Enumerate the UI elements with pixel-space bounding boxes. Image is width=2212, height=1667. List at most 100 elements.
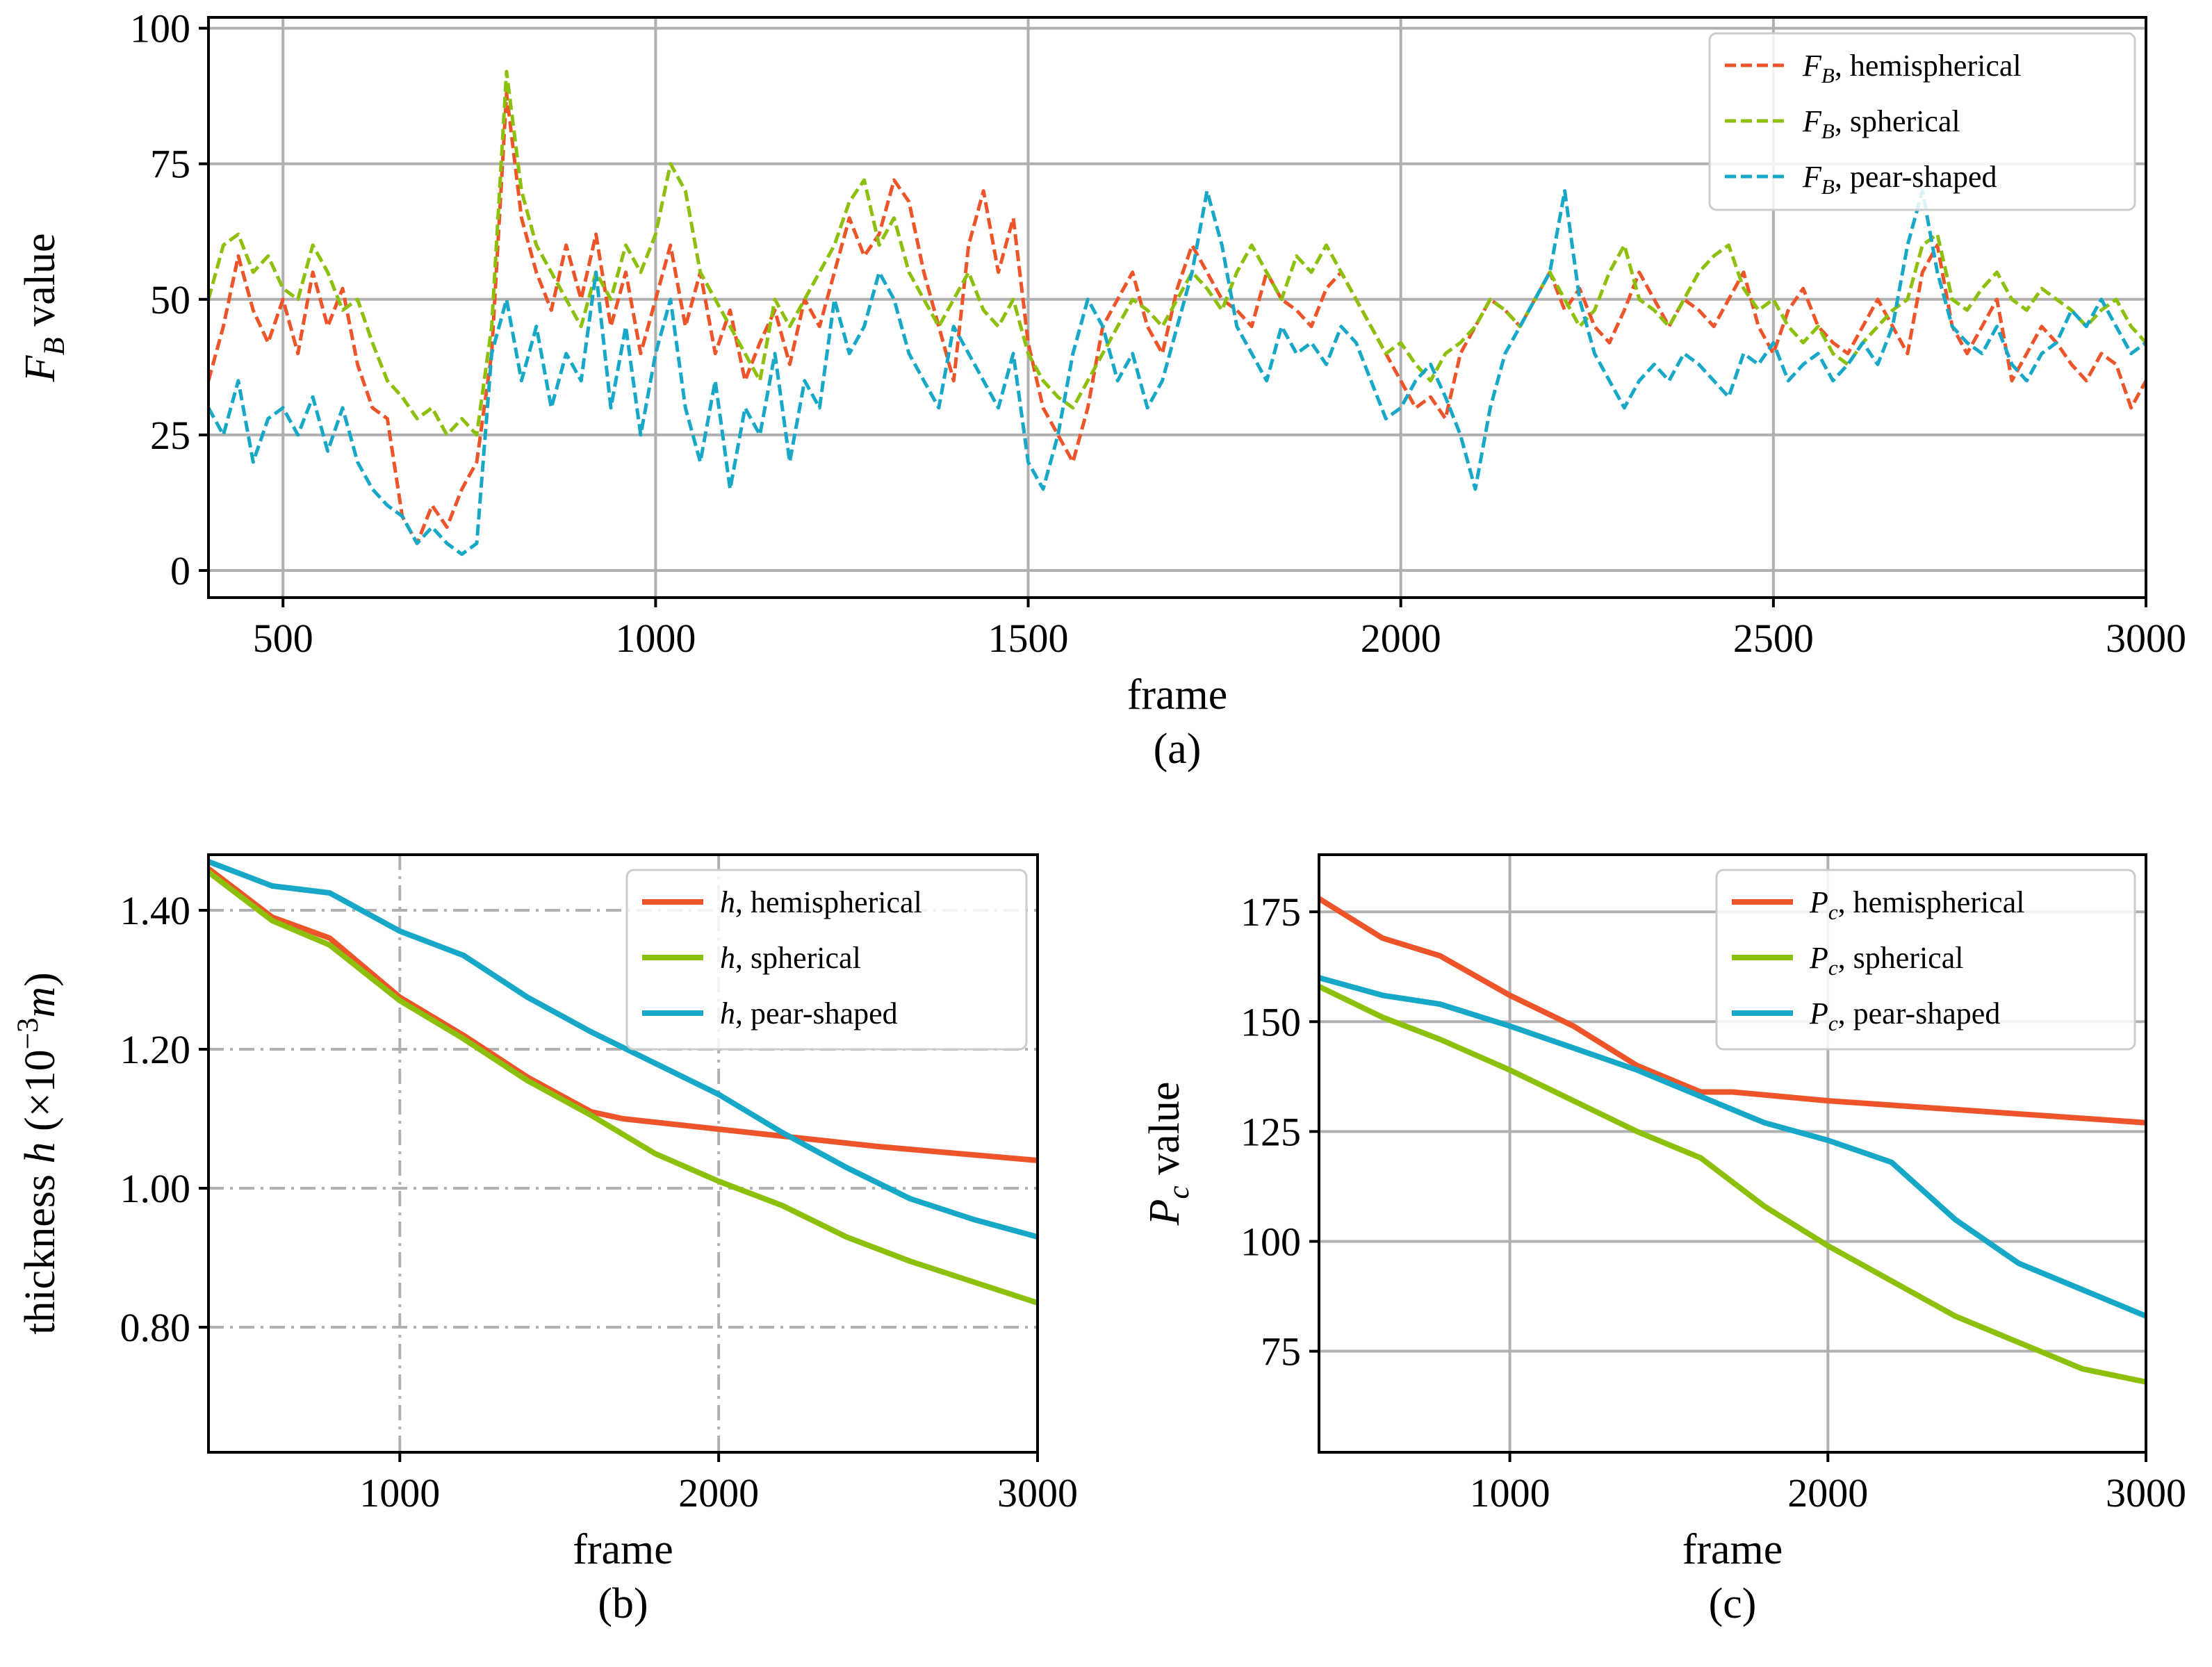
label-text: value [1141,1082,1188,1186]
legend-box [1715,869,2136,1051]
y-tick-label: 0 [170,548,190,593]
label-symbol: h [720,996,735,1030]
label-subscript: B [1821,174,1835,199]
y-tick-label: 150 [1240,999,1301,1044]
label-text: , hemispherical [1835,49,2022,83]
panel-a-series [208,69,2146,557]
series-line-1 [208,866,1038,1163]
y-tick-label: 0.80 [120,1305,191,1350]
legend-entry-3: FB​, pear-shaped [1802,160,1997,199]
label-text: ) [17,972,64,987]
label-symbol: F [1802,104,1822,138]
label-symbol: P [1809,941,1828,975]
legend-entry-1: h, hemispherical [720,885,922,919]
series-line-2 [1319,984,2146,1385]
y-tick-label: 1.00 [120,1166,191,1211]
label-subscript: B [1821,119,1835,143]
x-tick-label: 1500 [988,616,1069,661]
label-symbol: P [1809,996,1828,1030]
y-tick-label: 1.40 [120,888,191,933]
label-symbol: h [17,1142,64,1164]
panel-b-y-axis-label: thickness h (×10−3​m) [12,972,64,1335]
x-tick-label: 2000 [1361,616,1441,661]
panel-a-x-axis-label: frame [1127,671,1228,718]
label-exponent: −3 [12,1018,44,1050]
label-subscript: c [1828,955,1838,980]
legend-box [1708,32,2136,211]
label-text: (×10 [17,1049,64,1142]
label-symbol: P [1809,885,1828,919]
label-text: , hemispherical [735,885,922,919]
x-tick-label: 1000 [1470,1470,1550,1516]
label-subscript: B [38,337,71,355]
legend-entry-3: Pc​, pear-shaped [1809,996,2000,1035]
label-symbol: F [1802,49,1822,83]
series-line-3 [208,859,1038,1240]
legend-entry-2: FB​, spherical [1802,104,1960,143]
label-text: value [17,233,64,338]
label-symbol: h [720,941,735,975]
panel-b-x-axis-label: frame [573,1526,673,1573]
panel-c-legend: Pc​, hemispherical Pc​, spherical Pc​, pea… [1715,869,2136,1051]
legend-entry-2: Pc​, spherical [1809,941,1963,980]
panel-b-caption: (b) [598,1580,648,1627]
label-unit: m [17,987,64,1018]
label-subscript: c [1828,1011,1838,1035]
label-text: , spherical [1838,941,1964,975]
panel-c-y-axis-label: Pc​ value [1141,1082,1195,1226]
series-line-2 [208,869,1038,1306]
legend-entry-3: h, pear-shaped [720,996,898,1030]
series-line-3 [208,189,2146,557]
panel-b-series [208,859,1038,1306]
label-symbol: F [17,354,64,382]
panel-b: 1000 2000 3000 0.80 1.00 1.20 1.40 frame thickne… [12,853,1078,1627]
panel-a-frame [207,16,2147,599]
panel-a-legend: FB​, hemispherical FB​, spherical FB​, pea… [1708,32,2136,211]
legend-entry-1: Pc​, hemispherical [1809,885,2024,924]
label-symbol: F [1802,160,1822,194]
label-symbol: h [720,885,735,919]
panel-a-y-axis-label: FB​ value [17,233,71,383]
label-subscript: c [1163,1185,1195,1199]
y-tick-label: 75 [1261,1329,1301,1374]
label-text: , pear-shaped [1838,996,2001,1030]
series-line-3 [1319,975,2146,1319]
legend-box [625,869,1028,1051]
x-tick-label: 2000 [678,1470,759,1516]
legend-entry-2: h, spherical [720,941,861,975]
panel-c-series [1319,896,2146,1385]
panel-c-x-axis-label: frame [1682,1526,1783,1573]
x-tick-label: 500 [253,616,313,661]
y-tick-label: 75 [150,142,190,187]
label-text: , spherical [735,941,861,975]
x-tick-label: 3000 [2106,1470,2186,1516]
panel-c-frame [1318,853,2147,1454]
y-tick-label: 100 [1240,1219,1301,1264]
y-tick-label: 1.20 [120,1027,191,1072]
label-text: , pear-shaped [1835,160,1997,194]
y-tick-label: 100 [130,6,190,51]
x-tick-label: 2500 [1733,616,1814,661]
panel-c-caption: (c) [1709,1580,1757,1627]
x-tick-label: 1000 [615,616,696,661]
panel-b-frame [207,853,1039,1454]
series-line-1 [1319,896,2146,1126]
label-text: thickness [17,1164,64,1335]
panel-a-caption: (a) [1154,725,1202,773]
y-tick-label: 25 [150,413,190,458]
y-tick-label: 175 [1240,889,1301,935]
x-tick-label: 1000 [359,1470,440,1516]
legend-entry-1: FB​, hemispherical [1802,49,2022,88]
label-symbol: P [1141,1199,1188,1226]
label-subscript: B [1821,63,1835,88]
label-text: , spherical [1835,104,1960,138]
panel-c: 1000 2000 3000 75 100 125 150 175 frame Pc​ value… [1141,853,2186,1627]
label-subscript: c [1828,900,1838,924]
series-line-1 [208,91,2146,545]
x-tick-label: 3000 [997,1470,1078,1516]
label-text: , hemispherical [1838,885,2025,919]
x-tick-label: 3000 [2106,616,2186,661]
x-tick-label: 2000 [1787,1470,1868,1516]
